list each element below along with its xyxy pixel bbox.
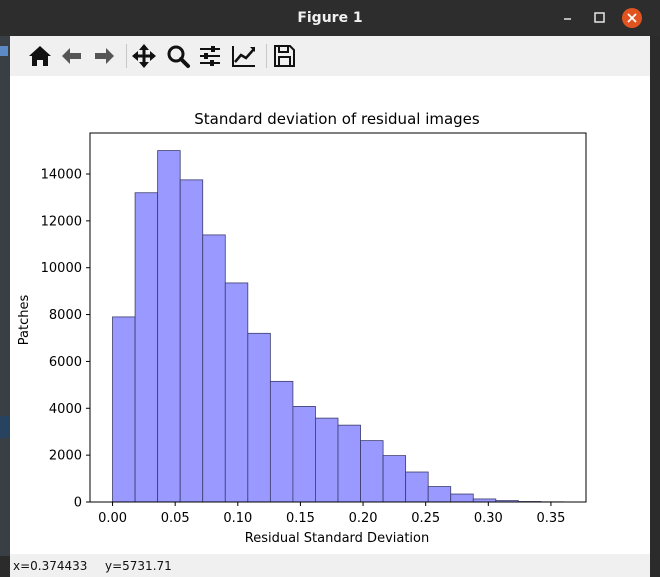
zoom-icon bbox=[167, 45, 190, 68]
forward-button[interactable] bbox=[90, 42, 118, 70]
y-axis-label: Patches bbox=[17, 295, 32, 346]
x-tick-label: 0.00 bbox=[98, 511, 127, 526]
histogram-bar bbox=[382, 455, 407, 503]
histogram-bar bbox=[405, 471, 429, 503]
histogram-bar bbox=[315, 417, 339, 503]
toolbar-separator bbox=[126, 44, 127, 68]
back-button[interactable] bbox=[58, 42, 86, 70]
histogram-bar bbox=[179, 179, 204, 503]
edit-axis-icon bbox=[232, 46, 255, 67]
minimize-button[interactable] bbox=[558, 8, 578, 28]
histogram-bars bbox=[112, 150, 564, 503]
cursor-x-readout: x=0.374433 bbox=[13, 559, 88, 573]
y-tick-label: 4000 bbox=[49, 402, 82, 417]
histogram-bar bbox=[157, 150, 181, 503]
x-tick-label: 0.05 bbox=[161, 511, 190, 526]
maximize-icon bbox=[594, 12, 605, 23]
pan-icon bbox=[132, 44, 156, 68]
histogram-bar bbox=[360, 440, 384, 503]
histogram-bar bbox=[269, 380, 294, 503]
edit-axis-button[interactable] bbox=[230, 42, 258, 70]
save-icon bbox=[274, 45, 295, 67]
figure-canvas[interactable]: Standard deviation of residual images 0.… bbox=[10, 76, 650, 554]
forward-arrow-icon bbox=[95, 48, 114, 64]
x-tick-label: 0.35 bbox=[536, 511, 565, 526]
window-titlebar[interactable]: Figure 1 bbox=[0, 0, 660, 36]
x-axis-ticks: 0.00 0.05 0.10 0.15 0.20 0.25 0.30 0.35 bbox=[98, 502, 565, 526]
back-arrow-icon bbox=[62, 48, 81, 64]
histogram-bar bbox=[292, 406, 316, 503]
window-title: Figure 1 bbox=[297, 10, 363, 26]
y-axis-ticks: 0 2000 4000 6000 8000 10000 12000 14000 bbox=[41, 168, 90, 511]
pan-button[interactable] bbox=[130, 42, 158, 70]
x-axis-label: Residual Standard Deviation bbox=[245, 531, 430, 546]
save-button[interactable] bbox=[270, 42, 298, 70]
home-icon bbox=[29, 46, 51, 66]
histogram-bar bbox=[134, 192, 159, 503]
background-editor-strip bbox=[0, 36, 10, 556]
histogram-chart: Standard deviation of residual images 0.… bbox=[17, 110, 587, 546]
histogram-bar bbox=[112, 316, 136, 503]
cursor-y-readout: y=5731.71 bbox=[105, 559, 172, 573]
histogram-bar bbox=[427, 486, 452, 503]
histogram-bar bbox=[247, 332, 271, 503]
status-bar: x=0.374433 y=5731.71 bbox=[10, 554, 650, 577]
subplots-config-button[interactable] bbox=[196, 42, 224, 70]
y-tick-label: 10000 bbox=[41, 261, 82, 276]
close-button[interactable] bbox=[622, 8, 642, 28]
histogram-bar bbox=[337, 424, 361, 503]
subplots-config-icon bbox=[200, 46, 220, 66]
editor-gutter-mark bbox=[0, 46, 8, 56]
x-tick-label: 0.15 bbox=[286, 511, 315, 526]
editor-selection-mark bbox=[0, 416, 10, 438]
y-tick-label: 14000 bbox=[41, 168, 82, 183]
toolbar-separator bbox=[266, 44, 267, 68]
minimize-icon bbox=[564, 18, 571, 20]
histogram-bar bbox=[224, 282, 249, 503]
maximize-button[interactable] bbox=[590, 8, 610, 28]
matplotlib-toolbar bbox=[10, 36, 650, 76]
histogram-bar bbox=[202, 234, 226, 503]
x-tick-label: 0.20 bbox=[349, 511, 378, 526]
y-tick-label: 6000 bbox=[49, 355, 82, 370]
y-tick-label: 12000 bbox=[41, 214, 82, 229]
close-icon bbox=[627, 13, 637, 23]
histogram-bar bbox=[450, 493, 474, 503]
y-tick-label: 2000 bbox=[49, 449, 82, 464]
x-tick-label: 0.10 bbox=[223, 511, 252, 526]
y-tick-label: 0 bbox=[74, 496, 82, 511]
x-tick-label: 0.30 bbox=[474, 511, 503, 526]
chart-title: Standard deviation of residual images bbox=[194, 110, 480, 128]
zoom-button[interactable] bbox=[164, 42, 192, 70]
x-tick-label: 0.25 bbox=[411, 511, 440, 526]
y-tick-label: 8000 bbox=[49, 308, 82, 323]
home-button[interactable] bbox=[26, 42, 54, 70]
axes-frame bbox=[89, 132, 587, 503]
